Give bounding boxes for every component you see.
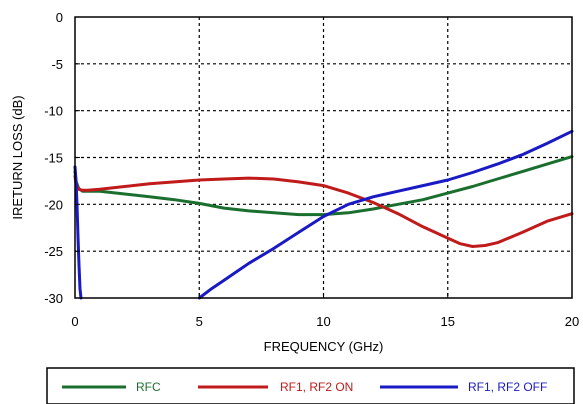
- y-tick-label: -5: [51, 57, 63, 72]
- legend-label-1: RFC: [136, 380, 161, 394]
- y-tick-label: -15: [44, 151, 63, 166]
- x-tick-label: 10: [316, 314, 330, 329]
- x-tick-label: 15: [441, 314, 455, 329]
- series-line-3: [197, 129, 574, 300]
- legend-label-2: RF1, RF2 ON: [280, 380, 353, 394]
- x-tick-label: 5: [196, 314, 203, 329]
- series-line-2: [73, 174, 574, 248]
- y-tick-labels: 0 -5 -10 -15 -20 -25 -30: [44, 10, 80, 306]
- x-tick-labels: 0 5 10 15 20: [71, 293, 579, 329]
- y-tick-label: -20: [44, 197, 63, 212]
- grid-lines: [75, 17, 572, 298]
- y-tick-label: -10: [44, 104, 63, 119]
- x-axis-title: FREQUENCY (GHz): [264, 339, 384, 354]
- series-lines: [73, 129, 574, 300]
- y-tick-label: -30: [44, 291, 63, 306]
- legend-label-3: RF1, RF2 OFF: [468, 380, 547, 394]
- x-tick-label: 0: [71, 314, 78, 329]
- y-tick-label: -25: [44, 244, 63, 259]
- x-tick-label: 20: [565, 314, 579, 329]
- series-line-3: [73, 165, 83, 300]
- legend: RFC RF1, RF2 ON RF1, RF2 OFF: [46, 367, 575, 404]
- y-axis-title: IRETURN LOSS (dB): [10, 95, 25, 219]
- legend-box: [46, 367, 575, 404]
- y-tick-label: 0: [56, 10, 63, 25]
